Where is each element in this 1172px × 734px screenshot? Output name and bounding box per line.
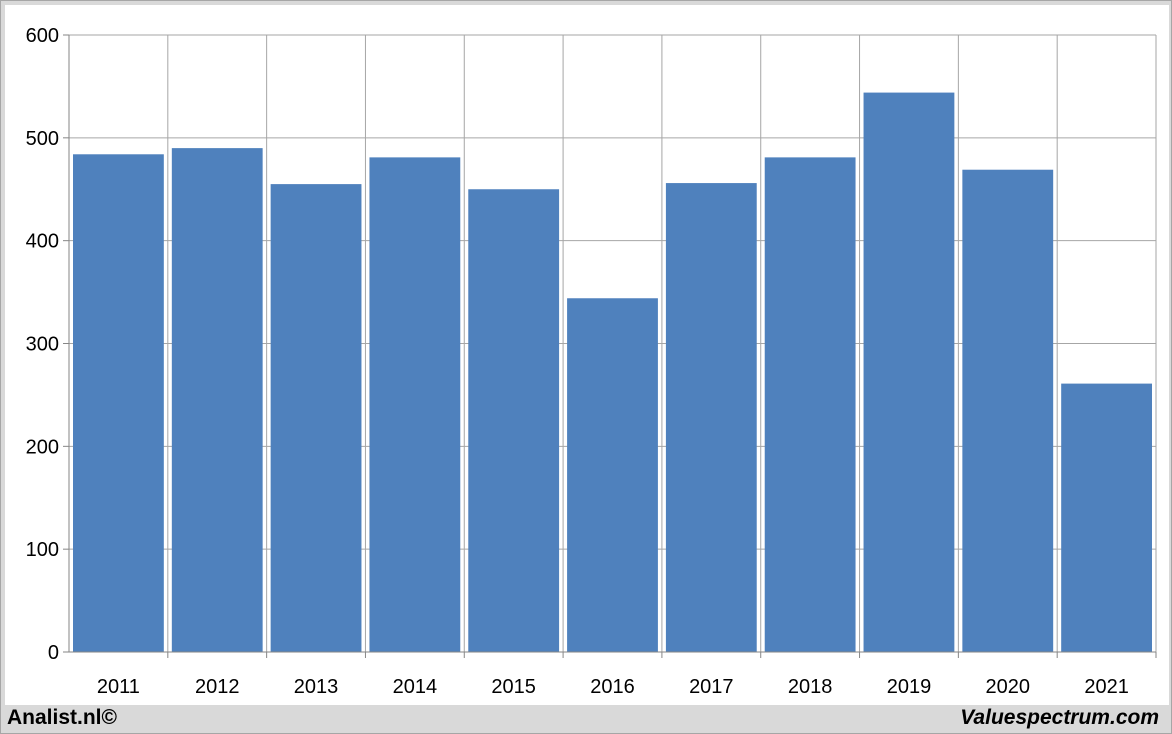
bar-2014 — [369, 157, 461, 652]
bar-2017 — [665, 183, 757, 652]
bar-2013 — [270, 184, 362, 652]
source-label-right: Valuespectrum.com — [960, 706, 1159, 729]
x-tick-label-2021: 2021 — [1084, 676, 1129, 698]
plot-panel: 0 100 200 300 400 500 600 2011 2012 2013 2014 2015 2… — [5, 5, 1169, 705]
bar-2019 — [863, 92, 955, 652]
x-tick-label-2017: 2017 — [689, 676, 734, 698]
bar-2011 — [73, 154, 164, 652]
x-tick-label-2018: 2018 — [788, 676, 833, 698]
y-tick-label-200: 200 — [26, 436, 59, 458]
x-tick-label-2015: 2015 — [491, 676, 536, 698]
x-tick-label-2016: 2016 — [590, 676, 635, 698]
bar-2016 — [567, 298, 658, 652]
x-tick-label-2012: 2012 — [195, 676, 240, 698]
y-tick-label-500: 500 — [26, 128, 59, 150]
bar-chart: 0 100 200 300 400 500 600 2011 2012 2013 2014 2015 2… — [26, 25, 1157, 698]
bar-layer — [73, 92, 1152, 652]
bar-2020 — [962, 169, 1054, 652]
x-tick-label-2011: 2011 — [97, 676, 140, 698]
y-tick-label-300: 300 — [26, 334, 59, 356]
y-tick-label-400: 400 — [26, 231, 59, 253]
bar-2012 — [171, 148, 263, 652]
bar-2021 — [1061, 383, 1152, 652]
bar-2018 — [764, 157, 856, 652]
x-tick-label-2013: 2013 — [294, 676, 339, 698]
y-tick-label-0: 0 — [48, 642, 59, 664]
axis-layer — [63, 34, 1157, 658]
x-tick-label-2014: 2014 — [393, 676, 438, 698]
source-label-left: Analist.nl© — [7, 706, 117, 729]
x-tick-label-2019: 2019 — [887, 676, 932, 698]
label-layer: 0 100 200 300 400 500 600 2011 2012 2013 2014 2015 2… — [26, 25, 1129, 698]
y-tick-label-600: 600 — [26, 25, 59, 47]
grid-layer — [69, 34, 1157, 652]
bar-2015 — [468, 189, 560, 652]
x-tick-label-2020: 2020 — [986, 676, 1031, 698]
y-tick-label-100: 100 — [26, 539, 59, 561]
